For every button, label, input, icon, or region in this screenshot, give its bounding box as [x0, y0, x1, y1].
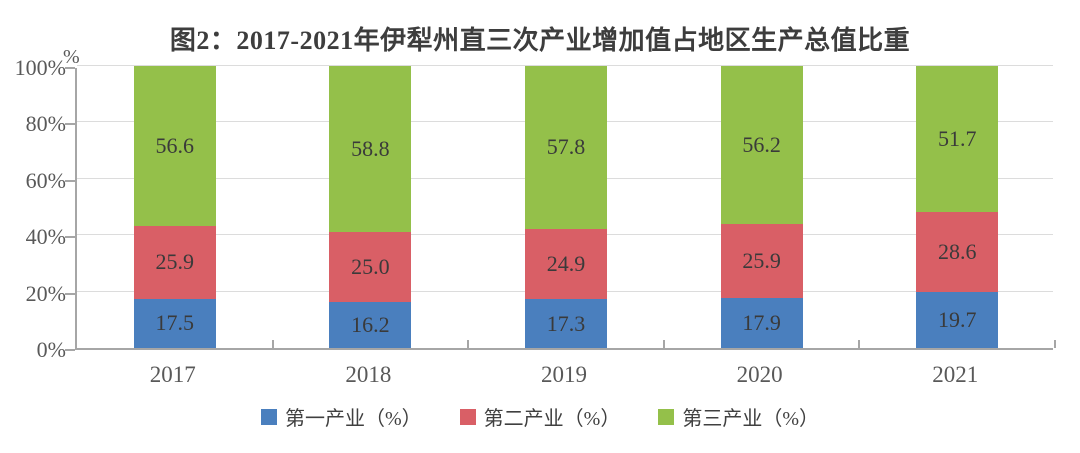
x-axis-label-2017: 2017 [149, 362, 196, 387]
bar-2021: 51.7 28.6 19.7 [916, 66, 999, 348]
segment-2021-series3: 51.7 [916, 66, 999, 212]
y-tick-mark-40 [65, 236, 75, 239]
segment-2020-series3: 56.2 [720, 66, 803, 225]
y-tick-mark-20 [65, 292, 75, 295]
value-label: 25.0 [351, 254, 390, 280]
y-tick-mark-60 [65, 179, 75, 182]
legend-item-label: 第一产业（%） [284, 408, 422, 430]
legend-item-series2: 第二产业（%） [459, 402, 621, 431]
value-label: 17.3 [546, 310, 586, 336]
value-label: 56.2 [742, 132, 781, 158]
bar-2018: 58.8 25.0 16.2 [329, 66, 412, 348]
legend-item-label: 第二产业（%） [483, 408, 621, 430]
value-label: 56.6 [155, 132, 195, 158]
y-tick-label-100: 100% [14, 55, 66, 80]
value-label: 24.9 [546, 251, 586, 277]
bar-2017: 56.6 25.9 17.5 [133, 66, 216, 348]
y-tick-mark-80 [65, 123, 75, 126]
value-label: 58.8 [351, 135, 390, 161]
y-tick-label-60: 60% [25, 167, 66, 193]
segment-2018-series2: 25.0 [329, 231, 412, 303]
value-label: 25.9 [742, 247, 781, 273]
bar-2020: 56.2 25.9 17.9 [720, 66, 803, 348]
value-label: 16.2 [351, 312, 390, 338]
legend-swatch-icon [658, 408, 675, 425]
bar-2019: 57.8 24.9 17.3 [525, 66, 607, 348]
legend-item-label: 第三产业（%） [682, 408, 819, 430]
value-label: 25.9 [155, 249, 195, 275]
segment-2018-series3: 58.8 [329, 66, 412, 232]
segment-2020-series1: 17.9 [720, 297, 803, 348]
x-axis-label-2019: 2019 [540, 362, 587, 387]
segment-2017-series3: 56.6 [133, 66, 216, 226]
segment-2019-series1: 17.3 [525, 299, 607, 348]
legend: 第一产业（%） 第二产业（%） 第三产业（%） [0, 402, 1080, 431]
legend-swatch-icon [260, 408, 277, 425]
gridline-100 [77, 65, 1053, 66]
x-tick-mark-5 [1054, 340, 1056, 348]
y-tick-mark-100 [65, 67, 75, 69]
value-label: 19.7 [937, 307, 977, 333]
x-axis-label-2018: 2018 [345, 362, 392, 387]
x-tick-mark-3 [662, 340, 665, 348]
x-axis-label-2020: 2020 [736, 362, 783, 387]
legend-item-series1: 第一产业（%） [260, 402, 422, 431]
y-tick-label-20: 20% [25, 280, 66, 306]
y-tick-label-0: 0% [36, 337, 66, 362]
x-tick-mark-4 [858, 340, 861, 348]
value-label: 17.5 [155, 310, 195, 336]
value-label: 57.8 [546, 134, 586, 160]
y-axis-unit-label: % [63, 46, 80, 68]
value-label: 17.9 [742, 309, 781, 335]
segment-2018-series1: 16.2 [329, 302, 412, 348]
segment-2017-series2: 25.9 [133, 225, 216, 299]
value-label: 51.7 [937, 125, 977, 151]
y-tick-label-80: 80% [25, 111, 66, 137]
segment-2019-series2: 24.9 [525, 228, 607, 300]
legend-item-series3: 第三产业（%） [658, 402, 819, 431]
plot-area: 56.6 25.9 17.5 58.8 25.0 16.2 57.8 24.9 17.3 56.2… [75, 65, 1056, 350]
segment-2019-series3: 57.8 [525, 66, 607, 229]
legend-swatch-icon [459, 408, 476, 425]
y-tick-mark-0 [65, 349, 75, 351]
chart-title: 图2：2017-2021年伊犁州直三次产业增加值占地区生产总值比重 [169, 26, 911, 55]
segment-2017-series1: 17.5 [133, 298, 216, 348]
value-label: 28.6 [937, 239, 977, 265]
segment-2020-series2: 25.9 [720, 224, 803, 298]
x-tick-mark-1 [271, 340, 274, 348]
segment-2021-series2: 28.6 [916, 211, 999, 293]
segment-2021-series1: 19.7 [916, 292, 999, 348]
x-tick-mark-2 [467, 340, 470, 348]
y-tick-label-40: 40% [25, 224, 66, 250]
x-axis-label-2021: 2021 [932, 362, 979, 387]
